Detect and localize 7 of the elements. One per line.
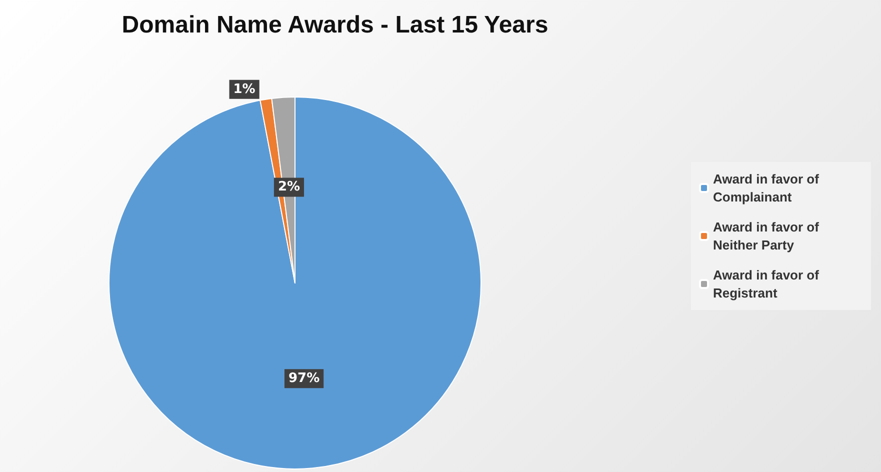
data-label: 1% xyxy=(233,82,256,97)
legend-label: Award in favor of Complainant xyxy=(713,172,823,204)
legend-label: Award in favor of Neither Party xyxy=(713,220,823,252)
legend-label: Award in favor of Registrant xyxy=(713,268,823,300)
chart-title: Domain Name Awards - Last 15 Years xyxy=(122,12,548,38)
data-label: 97% xyxy=(288,371,320,386)
data-label: 2% xyxy=(278,180,300,195)
